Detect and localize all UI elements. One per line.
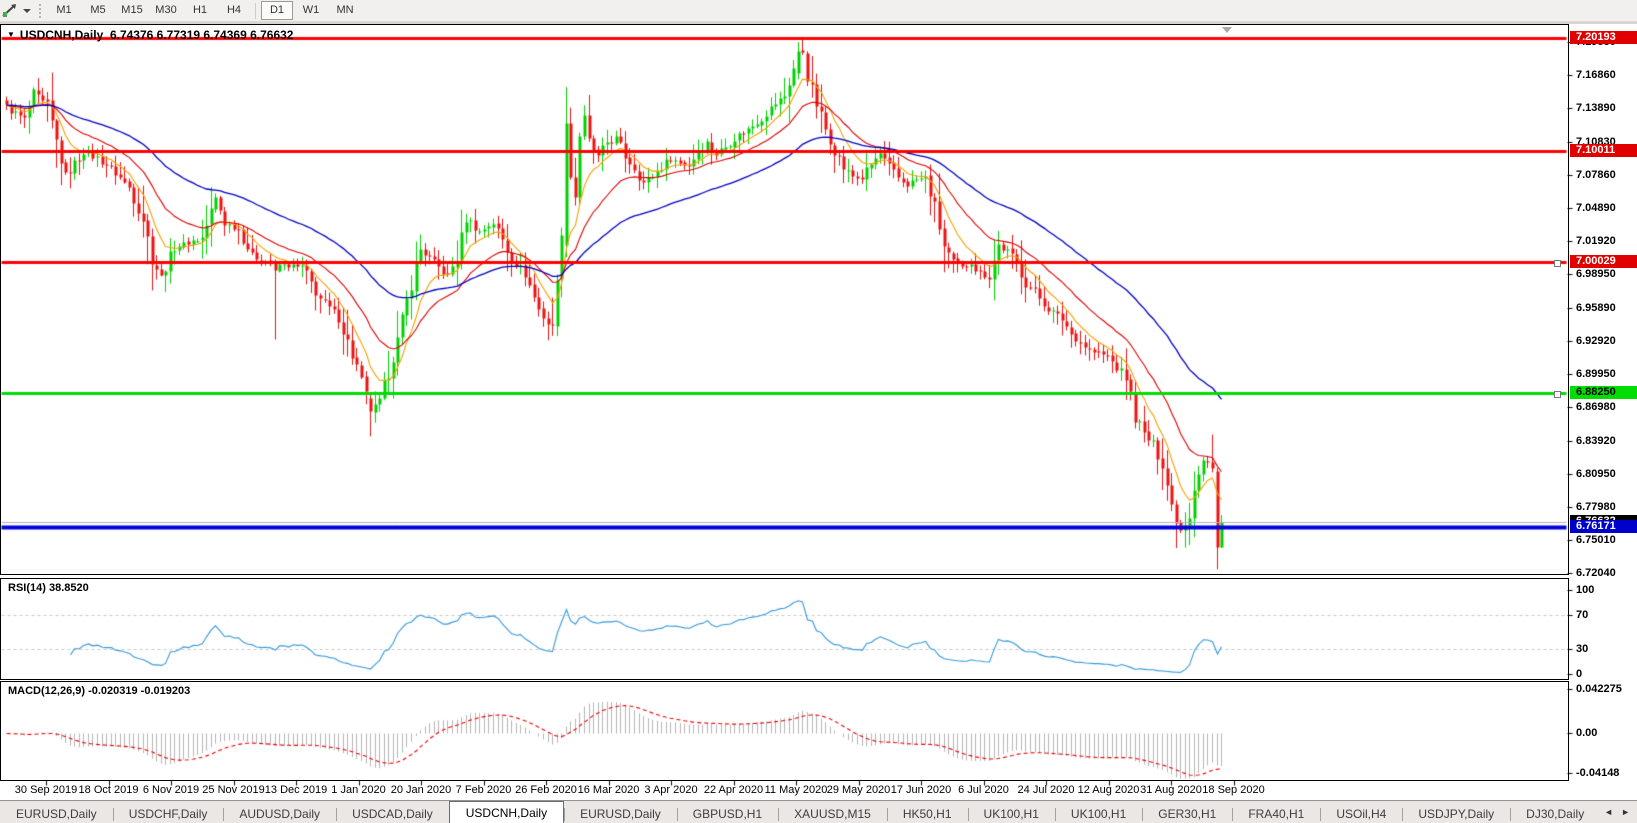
price-line-badge[interactable]: 6.88250 xyxy=(1570,386,1637,400)
price-tick: 7.13890 xyxy=(1576,101,1616,114)
price-line-badge[interactable]: 6.76171 xyxy=(1570,520,1637,534)
tab-gbpusd-h1[interactable]: GBPUSD,H1 xyxy=(676,805,778,823)
toolbar: M1 M5 M15 M30 H1 H4 D1 W1 MN xyxy=(0,0,1637,22)
price-tick: 7.01920 xyxy=(1576,234,1616,247)
timeframe-button-d1[interactable]: D1 xyxy=(261,1,293,20)
price-tick: 6.86980 xyxy=(1576,401,1616,414)
date-label: 29 May 2020 xyxy=(826,784,891,796)
chart-shift-marker[interactable] xyxy=(1222,27,1232,33)
tab-xauusd-m15[interactable]: XAUUSD,M15 xyxy=(778,805,887,823)
tab-usdcad-daily[interactable]: USDCAD,Daily xyxy=(336,805,449,823)
rsi-tick: 0 xyxy=(1576,668,1583,680)
timeframe-button-mn[interactable]: MN xyxy=(336,4,354,16)
price-line-badge[interactable]: 7.00029 xyxy=(1570,255,1637,268)
tab-scroll-arrows: ◄ ► xyxy=(1597,801,1637,823)
price-tick: 7.07860 xyxy=(1576,168,1616,181)
tab-uk100-h1[interactable]: UK100,H1 xyxy=(967,805,1055,823)
tab-usdchf-daily[interactable]: USDCHF,Daily xyxy=(112,805,224,823)
date-label: 22 Apr 2020 xyxy=(703,784,764,796)
date-label: 24 Jul 2020 xyxy=(1017,784,1075,796)
timeframe-button-w1[interactable]: W1 xyxy=(302,4,320,16)
date-label: 1 Jan 2020 xyxy=(331,784,386,796)
tab-usdjpy-daily[interactable]: USDJPY,Daily xyxy=(1402,805,1510,823)
tab-usoil-h4[interactable]: USOil,H4 xyxy=(1320,805,1402,823)
date-label: 17 Jun 2020 xyxy=(890,784,952,796)
line-handle[interactable] xyxy=(1554,391,1561,398)
tab-eurusd-daily[interactable]: EURUSD,Daily xyxy=(564,805,677,823)
window-separator xyxy=(0,22,1637,24)
chart-tool-icon[interactable] xyxy=(1,3,19,19)
timeframe-button-m15[interactable]: M15 xyxy=(121,4,143,16)
rsi-tick: 100 xyxy=(1576,584,1595,596)
rsi-tick: 30 xyxy=(1576,643,1589,655)
price-line-badge[interactable]: 7.10011 xyxy=(1570,143,1637,157)
price-tick: 6.95890 xyxy=(1576,302,1616,315)
chevron-down-icon[interactable] xyxy=(23,8,31,13)
tab-scroll-right-icon[interactable]: ► xyxy=(1621,807,1630,817)
timeframe-button-m5[interactable]: M5 xyxy=(90,4,106,16)
price-tick: 6.92920 xyxy=(1576,335,1616,348)
price-tick: 6.98950 xyxy=(1576,268,1616,280)
date-label: 31 Aug 2020 xyxy=(1140,784,1202,796)
tab-scroll-left-icon[interactable]: ◄ xyxy=(1604,807,1614,817)
date-label: 16 Mar 2020 xyxy=(577,784,640,796)
date-label: 18 Sep 2020 xyxy=(1202,784,1265,796)
date-label: 30 Sep 2019 xyxy=(14,784,78,796)
price-tick: 6.89950 xyxy=(1576,368,1616,381)
chart-title: ▼ USDCNH,Daily 6.74376 6.77319 6.74369 6.… xyxy=(7,28,293,42)
tab-audusd-daily[interactable]: AUDUSD,Daily xyxy=(223,805,336,823)
rsi-tick: 70 xyxy=(1576,609,1589,621)
macd-tick: -0.04148 xyxy=(1576,767,1620,779)
chart-title-symbol: USDCNH,Daily xyxy=(19,28,104,42)
date-label: 3 Apr 2020 xyxy=(644,784,698,796)
toolbar-separator xyxy=(255,2,256,19)
tab-fra40-h1[interactable]: FRA40,H1 xyxy=(1232,805,1320,823)
date-label: 11 May 2020 xyxy=(764,784,828,796)
tab-dj30-daily[interactable]: DJ30,Daily xyxy=(1510,805,1600,823)
timeframe-button-group: M1 M5 M15 M30 H1 H4 D1 W1 MN xyxy=(47,1,362,20)
toolbar-grip[interactable] xyxy=(39,3,41,18)
chart-title-ohlc: 6.74376 6.77319 6.74369 6.76632 xyxy=(109,28,294,42)
tab-usdcnh-daily[interactable]: USDCNH,Daily xyxy=(448,801,565,823)
date-label: 18 Oct 2019 xyxy=(78,784,139,796)
date-label: 6 Nov 2019 xyxy=(142,784,200,796)
macd-label: MACD(12,26,9) -0.020319 -0.019203 xyxy=(8,685,191,697)
tab-uk100-h1[interactable]: UK100,H1 xyxy=(1054,805,1142,823)
tab-hk50-h1[interactable]: HK50,H1 xyxy=(886,805,968,823)
price-line-badge[interactable]: 7.20193 xyxy=(1570,30,1637,44)
date-label: 13 Dec 2019 xyxy=(264,784,328,796)
tab-ger30-h1[interactable]: GER30,H1 xyxy=(1142,805,1232,823)
timeframe-button-h4[interactable]: H4 xyxy=(226,4,242,16)
macd-tick: 0.00 xyxy=(1576,727,1598,739)
price-tick: 6.72040 xyxy=(1576,567,1616,580)
timeframe-button-h1[interactable]: H1 xyxy=(192,4,208,16)
date-label: 7 Feb 2020 xyxy=(455,784,512,796)
timeframe-button-m1[interactable]: M1 xyxy=(56,4,72,16)
price-tick: 6.77980 xyxy=(1576,501,1616,514)
timeframe-button-m30[interactable]: M30 xyxy=(155,4,177,16)
date-label: 26 Feb 2020 xyxy=(515,784,577,796)
price-tick: 7.16860 xyxy=(1576,68,1616,81)
price-tick: 6.75010 xyxy=(1576,534,1616,547)
price-tick: 6.80950 xyxy=(1576,468,1616,481)
date-label: 6 Jul 2020 xyxy=(958,784,1009,796)
price-tick: 6.83920 xyxy=(1576,435,1616,448)
date-label: 25 Nov 2019 xyxy=(202,784,265,796)
line-handle[interactable] xyxy=(1554,260,1561,267)
date-label: 12 Aug 2020 xyxy=(1077,784,1140,796)
chart-menu-icon[interactable]: ▼ xyxy=(7,30,15,39)
symbol-tabbar: EURUSD,Daily USDCHF,Daily AUDUSD,Daily USDC… xyxy=(0,800,1637,823)
macd-tick: 0.042275 xyxy=(1576,683,1622,695)
tab-eurusd-daily[interactable]: EURUSD,Daily xyxy=(16,807,97,821)
rsi-label: RSI(14) 38.8520 xyxy=(8,582,89,594)
date-label: 20 Jan 2020 xyxy=(390,784,452,796)
price-tick: 7.04890 xyxy=(1576,201,1616,214)
